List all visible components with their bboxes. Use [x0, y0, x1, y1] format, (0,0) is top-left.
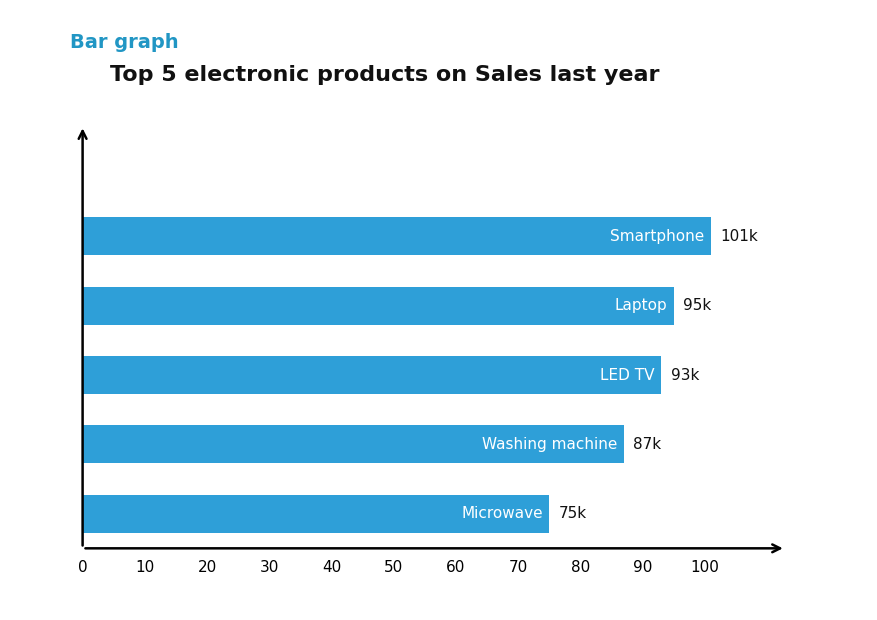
Text: Laptop: Laptop [615, 298, 667, 313]
Text: Bar graph: Bar graph [70, 33, 179, 51]
Text: Top 5 electronic products on Sales last year: Top 5 electronic products on Sales last … [110, 65, 660, 85]
Text: 87k: 87k [633, 437, 661, 452]
Text: Smartphone: Smartphone [610, 229, 705, 244]
Text: Washing machine: Washing machine [482, 437, 617, 452]
Text: 93k: 93k [671, 368, 699, 383]
Bar [82, 286, 674, 325]
Text: LED TV: LED TV [601, 368, 655, 383]
Bar [82, 495, 549, 533]
Bar [82, 218, 711, 255]
Bar [82, 356, 661, 394]
Text: Microwave: Microwave [461, 506, 543, 521]
Text: 75k: 75k [559, 506, 587, 521]
Text: 101k: 101k [720, 229, 758, 244]
Bar [82, 425, 624, 463]
Text: 95k: 95k [683, 298, 711, 313]
